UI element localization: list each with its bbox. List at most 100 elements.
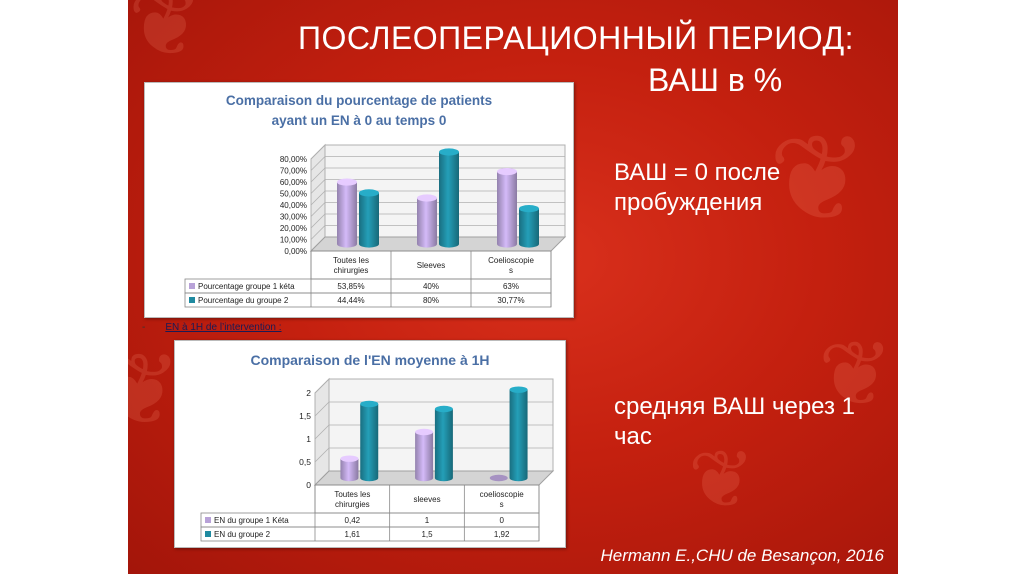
bar-body xyxy=(415,432,434,482)
y-tick-label: 10,00% xyxy=(280,236,307,245)
y-tick-label: 60,00% xyxy=(280,178,307,187)
legend-swatch xyxy=(189,297,195,303)
slide-subtitle: ВАШ в % xyxy=(648,62,783,98)
subnote-dash: - xyxy=(142,322,146,333)
category-label: s xyxy=(509,266,513,275)
bar xyxy=(340,455,359,482)
subnote: - EN à 1H de l’intervention : xyxy=(128,322,282,333)
category-label: coelioscopie xyxy=(480,490,525,499)
subnote-text: EN à 1H de l’intervention : xyxy=(165,322,282,333)
y-tick-label: 40,00% xyxy=(280,201,307,210)
data-value: 30,77% xyxy=(497,296,524,305)
data-value: 63% xyxy=(503,282,519,291)
legend-label: Pourcentage groupe 1 kéta xyxy=(198,282,295,291)
leaf-decoration: ❦ xyxy=(768,110,869,249)
bar-top xyxy=(439,148,459,156)
table-row xyxy=(184,292,552,308)
bar-top xyxy=(509,386,528,393)
gridline xyxy=(314,378,330,394)
gridline xyxy=(310,225,326,240)
bar xyxy=(417,194,437,248)
chart-title: Comparaison de l'EN moyenne à 1H xyxy=(250,352,489,368)
y-tick-label: 0 xyxy=(306,480,311,490)
category-label: s xyxy=(500,500,504,509)
y-tick-label: 2 xyxy=(306,388,311,398)
bar-body xyxy=(509,389,528,482)
gridline xyxy=(310,179,326,194)
data-value: 1 xyxy=(425,516,430,525)
gridline xyxy=(310,190,326,206)
y-tick-label: 20,00% xyxy=(280,224,307,233)
bar-body xyxy=(337,182,357,248)
bar-top xyxy=(337,178,357,186)
y-tick-label: 1,5 xyxy=(299,411,311,421)
data-value: 40% xyxy=(423,282,439,291)
y-tick-label: 0,00% xyxy=(284,247,307,256)
category-label: Coelioscopie xyxy=(488,256,534,265)
chart-panel-2: Comparaison de l'EN moyenne à 1H 0 0,5 1 1,5… xyxy=(174,340,566,548)
gridline xyxy=(314,447,330,463)
note-mean-pain: средняя ВАШ через 1 час xyxy=(614,393,856,450)
chart-title: ayant un EN à 0 au temps 0 xyxy=(272,113,447,128)
bar-top xyxy=(415,428,434,436)
data-value: 1,92 xyxy=(494,530,510,539)
bar xyxy=(489,474,508,482)
category-label: sleeves xyxy=(413,495,440,504)
bar-top xyxy=(434,405,453,413)
slide-title: ПОСЛЕОПЕРАЦИОННЫЙ ПЕРИОД: xyxy=(298,20,854,56)
gridline xyxy=(310,167,326,183)
leaf-decoration: ❦ xyxy=(128,0,204,77)
chart-1: Comparaison du pourcentage de patients ay… xyxy=(184,93,567,308)
gridline xyxy=(310,213,326,229)
category-label: Toutes les xyxy=(334,490,370,499)
bar-body xyxy=(417,198,437,248)
gridline xyxy=(310,144,326,160)
bar-top xyxy=(489,474,508,482)
bar-body xyxy=(439,152,459,248)
data-value: 0,42 xyxy=(345,516,361,525)
category-label: chirurgies xyxy=(334,266,369,275)
bar-body xyxy=(360,403,379,482)
leaf-decoration: ❦ xyxy=(688,433,756,526)
citation: Hermann E.,CHU de Besançon, 2016 xyxy=(600,546,885,565)
y-tick-label: 50,00% xyxy=(280,190,307,199)
data-value: 1,61 xyxy=(345,530,361,539)
category-label: Toutes les xyxy=(333,256,369,265)
bar-top xyxy=(360,400,379,408)
bar-top xyxy=(497,167,517,176)
bar-top xyxy=(417,194,437,202)
bar-body xyxy=(434,409,453,482)
table-row xyxy=(200,526,540,542)
legend-label: Pourcentage du groupe 2 xyxy=(198,296,289,305)
data-value: 44,44% xyxy=(337,296,364,305)
data-value: 53,85% xyxy=(337,282,364,291)
bar xyxy=(415,428,434,482)
leaf-decoration: ❦ xyxy=(818,322,894,427)
legend-swatch xyxy=(189,283,195,289)
gridline xyxy=(314,401,330,417)
y-tick-label: 80,00% xyxy=(280,155,307,164)
data-value: 1,5 xyxy=(421,530,433,539)
chart-2: Comparaison de l'EN moyenne à 1H 0 0,5 1 1,5… xyxy=(200,352,555,542)
bar xyxy=(359,189,379,248)
bar xyxy=(509,386,528,482)
chart-title: Comparaison du pourcentage de patients xyxy=(226,93,492,108)
bar xyxy=(360,400,379,482)
bar-top xyxy=(359,189,379,197)
bar xyxy=(337,178,357,248)
bar-body xyxy=(340,458,359,482)
legend-label: EN du groupe 1 Kéta xyxy=(214,516,289,525)
bar xyxy=(439,148,459,248)
gridline xyxy=(310,156,326,171)
leaf-decoration: ❦ xyxy=(128,331,182,448)
legend-swatch xyxy=(205,531,211,537)
legend-label: EN du groupe 2 xyxy=(214,530,271,539)
bar-body xyxy=(519,208,539,248)
bar-top xyxy=(519,205,539,213)
chart-panel-1: Comparaison du pourcentage de patients ay… xyxy=(144,82,574,318)
data-value: 80% xyxy=(423,296,439,305)
bar xyxy=(434,405,453,482)
slide: ❦ ❦ ❦ ❦ ❦ ПОСЛЕОПЕРАЦИОННЫЙ ПЕРИОД: ВАШ … xyxy=(128,0,898,574)
y-tick-label: 1 xyxy=(306,434,311,444)
bar-body xyxy=(359,192,379,248)
